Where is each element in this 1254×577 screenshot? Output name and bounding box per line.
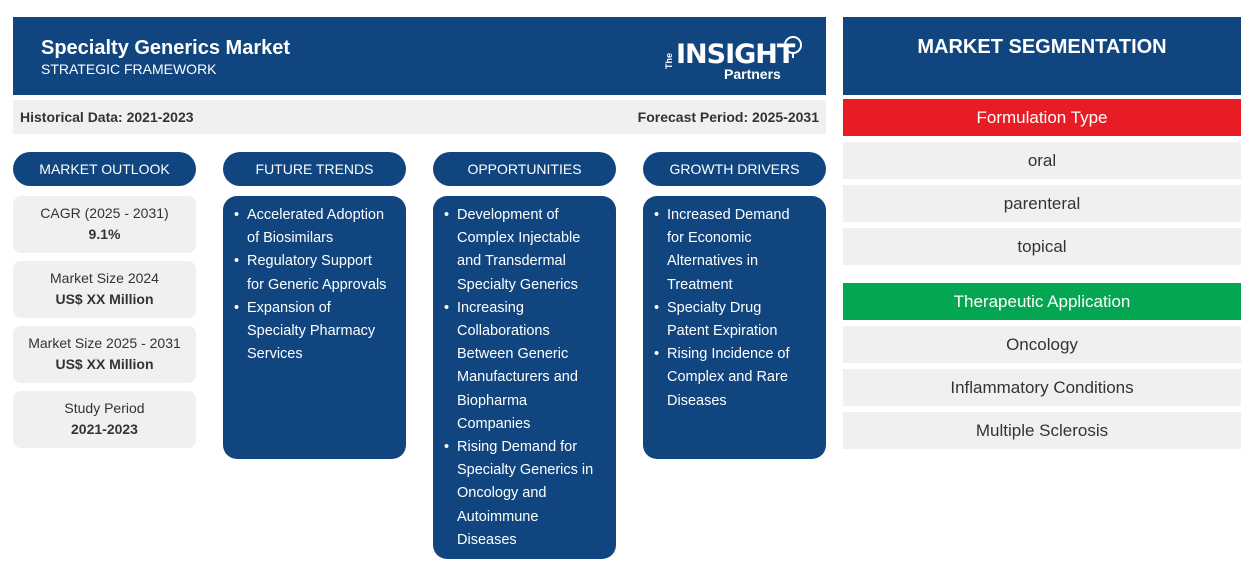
stat-card-cagr: CAGR (2025 - 2031) 9.1%	[13, 196, 196, 253]
stat-value: 2021-2023	[71, 421, 138, 437]
opportunities-heading: OPPORTUNITIES	[433, 152, 616, 186]
report-title: Specialty Generics Market	[41, 37, 291, 59]
stat-card-market-size-2024: Market Size 2024 US$ XX Million	[13, 261, 196, 318]
stat-label: Study Period	[64, 400, 145, 416]
report-subtitle: STRATEGIC FRAMEWORK	[41, 61, 217, 77]
segment-item: topical	[843, 228, 1241, 265]
stat-card-market-size-forecast: Market Size 2025 - 2031 US$ XX Million	[13, 326, 196, 383]
segment-item: Multiple Sclerosis	[843, 412, 1241, 449]
logo-lightbulb-icon	[784, 36, 802, 58]
segment-item: Inflammatory Conditions	[843, 369, 1241, 406]
stat-label: CAGR (2025 - 2031)	[40, 205, 169, 221]
stat-card-study-period: Study Period 2021-2023	[13, 391, 196, 448]
segment-category-formulation-type: Formulation Type	[843, 99, 1241, 136]
stat-label: Market Size 2024	[50, 270, 159, 286]
insight-partners-logo: The INSIGHT Partners	[664, 33, 804, 83]
stat-value: US$ XX Million	[55, 356, 154, 372]
growth-drivers-heading: GROWTH DRIVERS	[643, 152, 826, 186]
logo-insight-text: INSIGHT	[676, 39, 795, 70]
report-header: Specialty Generics Market STRATEGIC FRAM…	[13, 17, 826, 95]
segment-item: oral	[843, 142, 1241, 179]
segment-item: Oncology	[843, 326, 1241, 363]
stat-value: 9.1%	[88, 226, 121, 242]
forecast-period: Forecast Period: 2025-2031	[637, 109, 819, 125]
future-trends-heading: FUTURE TRENDS	[223, 152, 406, 186]
market-outlook-heading: MARKET OUTLOOK	[13, 152, 196, 186]
historical-data: Historical Data: 2021-2023	[20, 109, 194, 125]
segment-item: parenteral	[843, 185, 1241, 222]
logo-partners-text: Partners	[724, 66, 781, 82]
logo-the-text: The	[664, 52, 674, 69]
stat-value: US$ XX Million	[55, 291, 154, 307]
segment-category-therapeutic-application: Therapeutic Application	[843, 283, 1241, 320]
period-bar: Historical Data: 2021-2023 Forecast Peri…	[13, 100, 826, 134]
market-segmentation-heading: MARKET SEGMENTATION	[843, 17, 1241, 95]
stat-label: Market Size 2025 - 2031	[28, 335, 181, 351]
